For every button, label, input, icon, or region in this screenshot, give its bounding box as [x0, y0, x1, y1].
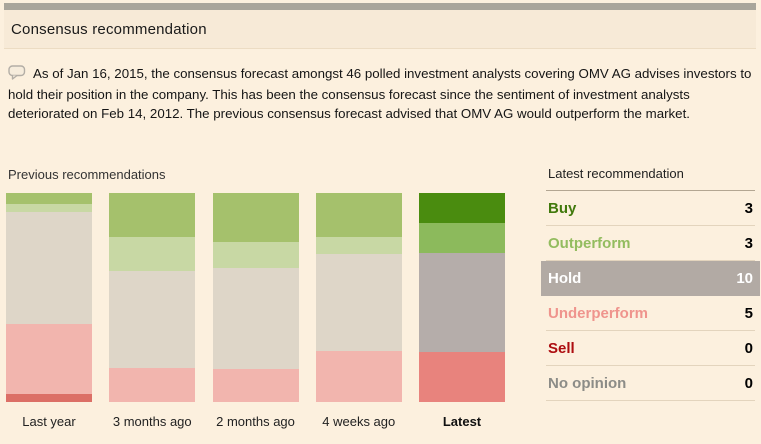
page-title: Consensus recommendation [11, 20, 207, 38]
recommendation-count: 3 [744, 199, 753, 217]
stacked-bar [6, 193, 92, 402]
bar-segment-buy [315, 193, 402, 238]
bar-segment-hold [212, 267, 299, 369]
category-label-text: 3 months ago [112, 414, 192, 429]
bar-segment-outperform [109, 237, 196, 272]
bar-segment-outperform [6, 204, 92, 212]
top-divider-bar [4, 3, 756, 10]
bar-segment-underperform [6, 324, 92, 395]
recommendation-row-outperform: Outperform 3 [546, 226, 755, 261]
recommendation-table: Buy 3 Outperform 3 Hold 10 Underperform 5 Sell 0 N… [541, 191, 760, 401]
recommendation-label: Hold [548, 269, 582, 287]
recommendation-count: 0 [744, 339, 753, 357]
recommendation-label: Outperform [548, 234, 631, 252]
category-label: Last year [6, 414, 92, 429]
latest-recommendation-panel: Latest recommendation Buy 3 Outperform 3 Hol… [541, 164, 760, 401]
recommendation-label: Sell [548, 339, 575, 357]
latest-recommendation-title: Latest recommendation [546, 164, 755, 191]
speech-bubble-icon [8, 65, 26, 85]
recommendation-row-underperform: Underperform 5 [546, 296, 755, 331]
bar-segment-hold [419, 252, 505, 353]
recommendation-row-no-opinion: No opinion 0 [546, 366, 755, 401]
recommendation-row-hold: Hold 10 [541, 261, 760, 296]
bar-segment-outperform [212, 241, 299, 268]
bar-segment-underperform [212, 368, 299, 402]
stacked-bar [419, 193, 505, 402]
recommendation-row-sell: Sell 0 [546, 331, 755, 366]
bar-segment-underperform [109, 368, 196, 402]
bar-segment-buy [212, 193, 299, 242]
category-label-text: 2 months ago [216, 414, 295, 429]
recommendation-label: Buy [548, 199, 577, 217]
stacked-bar [315, 193, 402, 402]
bar-segment-underperform [419, 352, 505, 402]
bar-segment-hold [109, 271, 196, 369]
bar-segment-sell [6, 394, 92, 402]
bar-segment-buy [109, 193, 196, 238]
category-label: 2 months ago [213, 414, 299, 429]
section-header: Consensus recommendation [4, 10, 756, 49]
bar-segment-underperform [315, 350, 402, 402]
category-label: 3 months ago [109, 414, 195, 429]
recommendation-count: 3 [744, 234, 753, 252]
bar-segment-outperform [419, 222, 505, 253]
category-label-text: 4 weeks ago [322, 414, 396, 429]
bar-segment-outperform [315, 237, 402, 255]
recommendation-count: 5 [744, 304, 753, 322]
previous-recommendations-label: Previous recommendations [8, 167, 166, 182]
recommendation-label: No opinion [548, 374, 627, 392]
stacked-bar [109, 193, 196, 402]
category-label: Latest [419, 414, 505, 429]
bar-segment-hold [315, 254, 402, 351]
category-label-text: Last year [22, 414, 76, 429]
category-label: 4 weeks ago [316, 414, 402, 429]
stacked-bar [212, 193, 299, 402]
recommendation-row-buy: Buy 3 [546, 191, 755, 226]
bar-segment-hold [6, 212, 92, 325]
recommendation-count: 0 [744, 374, 753, 392]
category-label-text: Latest [442, 414, 482, 429]
recommendation-label: Underperform [548, 304, 649, 322]
consensus-summary: As of Jan 16, 2015, the consensus foreca… [8, 64, 753, 123]
recommendation-history-chart [6, 193, 505, 402]
bar-segment-buy [6, 193, 92, 205]
recommendation-count: 10 [736, 269, 753, 287]
bar-segment-buy [419, 193, 505, 223]
chart-category-labels: Last year 3 months ago 2 months ago 4 weeks… [6, 414, 505, 429]
summary-text: As of Jan 16, 2015, the consensus foreca… [8, 66, 752, 121]
